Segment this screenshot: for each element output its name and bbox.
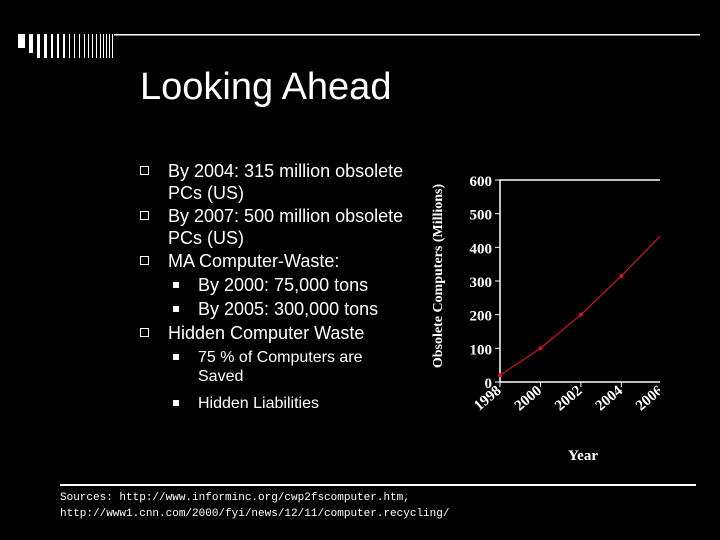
hollow-square-bullet-icon bbox=[140, 256, 149, 265]
sub-bullet-text: 75 % of Computers are Saved bbox=[198, 349, 363, 385]
filled-square-bullet-icon bbox=[173, 306, 179, 312]
bullet-item: By 2004: 315 million obsolete PCs (US) bbox=[138, 160, 408, 204]
filled-square-bullet-icon bbox=[173, 282, 179, 288]
bullet-item: Hidden Computer Waste bbox=[138, 322, 408, 344]
data-point bbox=[619, 273, 624, 278]
sub-bullet-item: 75 % of Computers are Saved bbox=[138, 348, 408, 386]
bullet-text: MA Computer-Waste: bbox=[168, 251, 340, 271]
y-tick-label: 400 bbox=[470, 241, 493, 257]
sources-line: Sources: http://www.informinc.org/cwp2fs… bbox=[60, 492, 410, 504]
y-tick-label: 500 bbox=[470, 208, 493, 224]
title-decoration bbox=[18, 34, 700, 58]
sources-note: Sources: http://www.informinc.org/cwp2fs… bbox=[60, 490, 660, 522]
x-tick-label: 2002 bbox=[552, 383, 585, 415]
sub-bullet-text: By 2000: 75,000 tons bbox=[198, 275, 369, 295]
sub-bullet-item: By 2005: 300,000 tons bbox=[138, 298, 408, 320]
y-axis-label: Obsolete Computers (Millions) bbox=[431, 184, 446, 369]
y-tick-label: 200 bbox=[470, 309, 493, 325]
y-tick-label: 0 bbox=[485, 376, 493, 392]
data-point bbox=[498, 373, 502, 378]
sub-bullet-item: By 2000: 75,000 tons bbox=[138, 274, 408, 296]
plot-frame bbox=[499, 179, 660, 383]
sources-line: http://www1.cnn.com/2000/fyi/news/12/11/… bbox=[60, 508, 450, 520]
x-tick-label: 1998 bbox=[471, 383, 504, 415]
x-axis-label: Year bbox=[568, 448, 598, 464]
footer-divider bbox=[60, 484, 696, 486]
bullet-list: By 2004: 315 million obsolete PCs (US) B… bbox=[138, 160, 408, 413]
filled-square-bullet-icon bbox=[173, 400, 179, 406]
obsolete-computers-chart: Obsolete Computers (Millions) Year 0 100 2… bbox=[431, 174, 660, 464]
bullet-item: By 2007: 500 million obsolete PCs (US) bbox=[138, 205, 408, 249]
data-point bbox=[578, 312, 583, 317]
hollow-square-bullet-icon bbox=[140, 211, 149, 220]
sub-bullet-text: By 2005: 300,000 tons bbox=[198, 299, 379, 319]
sub-bullet-text: Hidden Liabilities bbox=[198, 395, 319, 412]
y-tick-label: 300 bbox=[470, 275, 493, 291]
filled-square-bullet-icon bbox=[173, 354, 179, 360]
x-tick-label: 2004 bbox=[593, 382, 627, 414]
y-tick-label: 100 bbox=[470, 342, 493, 358]
x-tick-label: 2000 bbox=[512, 383, 545, 415]
x-tick-label: 2006 bbox=[633, 382, 660, 414]
bullet-text: Hidden Computer Waste bbox=[168, 323, 365, 343]
sub-bullet-item: Hidden Liabilities bbox=[138, 394, 408, 413]
plot-area: 0 100 200 300 400 500 600 1998 2000 2002 2004 2006 bbox=[470, 174, 660, 415]
series-line bbox=[499, 235, 660, 376]
data-point bbox=[538, 346, 543, 351]
bullet-item: MA Computer-Waste: bbox=[138, 250, 408, 272]
y-tick-label: 600 bbox=[470, 174, 493, 190]
hollow-square-bullet-icon bbox=[140, 328, 149, 337]
bullet-text: By 2007: 500 million obsolete PCs (US) bbox=[168, 206, 404, 248]
slide-title: Looking Ahead bbox=[140, 66, 392, 108]
hollow-square-bullet-icon bbox=[140, 166, 149, 175]
bullet-text: By 2004: 315 million obsolete PCs (US) bbox=[168, 161, 404, 203]
